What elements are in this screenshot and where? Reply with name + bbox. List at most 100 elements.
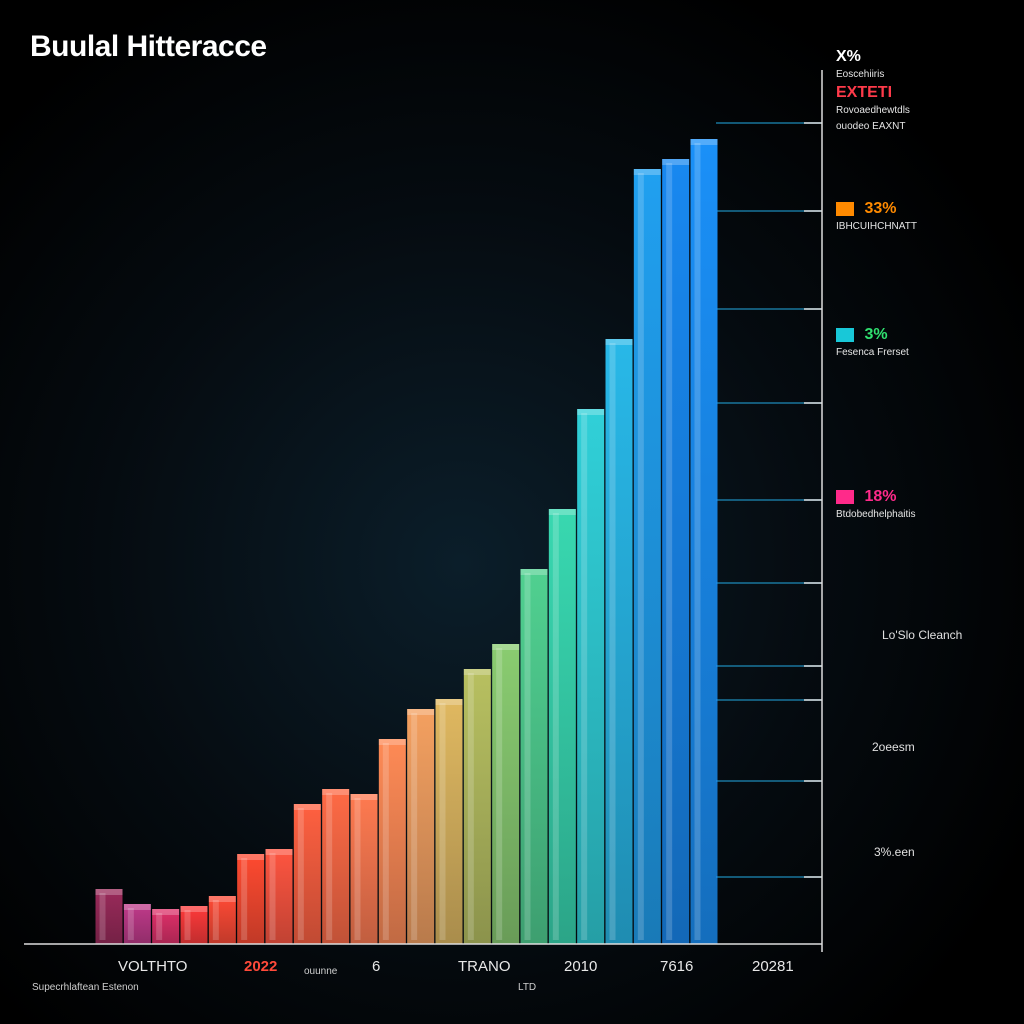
x-sub-label: LTD xyxy=(518,982,537,993)
legend-desc: IBHCUIHCHNATT xyxy=(836,221,917,233)
bar-highlight xyxy=(326,793,333,940)
bar-cap xyxy=(237,854,265,860)
x-tick-label: 20281 xyxy=(752,958,794,975)
x-sub-label: Supecrhlaftean Estenon xyxy=(32,982,139,993)
legend-desc: Btdobedhelphaitis xyxy=(836,509,916,521)
bar-cap xyxy=(123,904,151,910)
bar xyxy=(378,739,406,944)
bar xyxy=(293,804,321,944)
bar-highlight xyxy=(439,703,446,940)
bar xyxy=(577,409,605,944)
bar-highlight xyxy=(297,808,304,940)
bar xyxy=(407,709,435,944)
legend-pct: 3% xyxy=(864,326,888,343)
bar-highlight xyxy=(581,413,588,940)
bar xyxy=(463,669,491,944)
bar-highlight xyxy=(184,910,191,940)
legend-desc: ouodeo EAXNT xyxy=(836,121,906,132)
bar xyxy=(95,889,123,944)
bar-cap xyxy=(350,794,378,800)
bar-cap xyxy=(548,509,576,515)
bar-cap xyxy=(435,699,463,705)
x-tick-label: 7616 xyxy=(660,958,694,975)
legend-item: 33% IBHCUIHCHNATT xyxy=(836,200,917,233)
bar xyxy=(180,906,208,944)
legend-desc: Eoscehiiris xyxy=(836,69,885,81)
x-tick-label: 2022 xyxy=(244,958,278,975)
bar xyxy=(265,849,293,944)
bar xyxy=(605,339,633,944)
bar-highlight xyxy=(552,513,559,940)
bar-highlight xyxy=(496,648,503,940)
bar xyxy=(662,159,690,944)
bar xyxy=(520,569,548,944)
bar-highlight xyxy=(269,853,276,940)
bar-highlight xyxy=(694,143,701,940)
bar-cap xyxy=(463,669,491,675)
bar xyxy=(435,699,463,944)
legend-pct: EXTETI xyxy=(836,84,893,101)
x-tick-label: VOLTHTO xyxy=(118,958,188,975)
bar-cap xyxy=(95,889,123,895)
bar-cap xyxy=(378,739,406,745)
bar-highlight xyxy=(637,173,644,940)
legend-item: X% Eoscehiiris xyxy=(836,48,884,81)
legend-item: 3% Fesenca Frerset xyxy=(836,326,909,359)
chart-title: Buulal Hitteracce xyxy=(30,30,267,63)
bar-highlight xyxy=(666,163,673,940)
bar xyxy=(322,789,350,944)
legend-item: EXTETI Rovoaedhewtdls xyxy=(836,84,910,117)
bar-highlight xyxy=(99,893,106,940)
bar-highlight xyxy=(411,713,418,940)
x-tick-label: 6 xyxy=(372,958,381,975)
bar-cap xyxy=(577,409,605,415)
x-tick-label: 2010 xyxy=(564,958,598,975)
legend-item: 18% Btdobedhelphaitis xyxy=(836,488,916,521)
bar-cap xyxy=(152,909,180,915)
bar xyxy=(633,169,661,944)
side-label: 3%.een xyxy=(874,845,915,859)
bar-cap xyxy=(180,906,208,912)
bar xyxy=(690,139,718,944)
bar-cap xyxy=(293,804,321,810)
legend-swatch xyxy=(836,202,854,216)
bar xyxy=(492,644,520,944)
bar xyxy=(152,909,180,944)
bar-cap xyxy=(407,709,435,715)
bar-cap xyxy=(265,849,293,855)
side-label: 2oeesm xyxy=(872,740,915,754)
legend-pct: 18% xyxy=(864,488,897,505)
bar-cap xyxy=(662,159,690,165)
side-label: Lo'Slo Cleanch xyxy=(882,628,963,642)
bar-cap xyxy=(520,569,548,575)
bar xyxy=(237,854,265,944)
bar-cap xyxy=(690,139,718,145)
x-tick-label: TRANO xyxy=(458,958,511,975)
legend-desc: Rovoaedhewtdls xyxy=(836,105,910,117)
bar xyxy=(350,794,378,944)
bar-highlight xyxy=(524,573,531,940)
legend-swatch xyxy=(836,328,854,342)
bar xyxy=(123,904,151,944)
legend-swatch xyxy=(836,490,854,504)
legend-desc: Fesenca Frerset xyxy=(836,347,909,359)
bar-cap xyxy=(492,644,520,650)
bar-cap xyxy=(322,789,350,795)
bar-highlight xyxy=(354,798,361,940)
bar-cap xyxy=(605,339,633,345)
bar-highlight xyxy=(241,858,248,940)
bar-highlight xyxy=(382,743,389,940)
bar xyxy=(208,896,236,944)
x-sub-label: ouunne xyxy=(304,966,338,977)
legend-pct: 33% xyxy=(864,200,897,217)
bar-highlight xyxy=(609,343,616,940)
legend-item: ouodeo EAXNT xyxy=(836,118,906,133)
bar xyxy=(548,509,576,944)
bar-cap xyxy=(633,169,661,175)
bar-highlight xyxy=(212,900,219,940)
legend-pct: X% xyxy=(836,48,861,65)
bar-highlight xyxy=(127,908,134,940)
bar-highlight xyxy=(156,913,163,940)
bar-highlight xyxy=(467,673,474,940)
